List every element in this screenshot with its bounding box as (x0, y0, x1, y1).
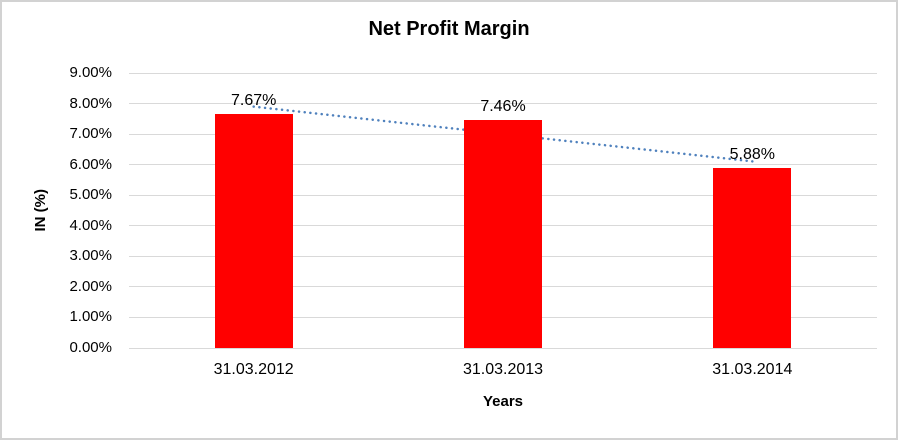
bar (214, 113, 293, 348)
y-tick-label: 6.00% (69, 155, 112, 173)
bar (464, 120, 542, 348)
y-tick-label: 7.00% (69, 125, 112, 143)
y-tick-label: 3.00% (69, 247, 112, 265)
y-tick-label: 5.00% (69, 186, 112, 204)
y-tick-label: 9.00% (69, 64, 112, 81)
y-tick-label: 2.00% (69, 277, 112, 295)
bar-data-label: 7.46% (480, 98, 526, 116)
x-tick-label: 31.03.2012 (213, 361, 294, 378)
chart-title: Net Profit Margin (368, 18, 530, 40)
x-tick-label: 31.03.2013 (462, 361, 544, 378)
gridline (129, 347, 877, 349)
x-axis-title: Years (482, 393, 524, 410)
y-tick-label: 8.00% (69, 94, 112, 112)
y-tick-label: 4.00% (69, 216, 112, 234)
y-tick-label: 0.00% (69, 339, 112, 356)
x-tick-label: 31.03.2014 (712, 361, 793, 378)
gridline (129, 72, 877, 74)
plot-area: 7.67% 7.46% 5.88% (129, 72, 877, 349)
bar-data-label: 5.88% (729, 146, 776, 164)
bar (713, 168, 792, 348)
y-axis-tick-labels: 9.00% 8.00% 7.00% 6.00% 5.00% 4.00% 3.00% 2.00%… (2, 64, 112, 356)
y-tick-label: 1.00% (69, 308, 112, 326)
gridline (129, 103, 877, 105)
bar-data-label: 7.67% (230, 91, 277, 109)
x-axis-tick-labels: 31.03.2012 31.03.2013 31.03.2014 (129, 360, 877, 380)
